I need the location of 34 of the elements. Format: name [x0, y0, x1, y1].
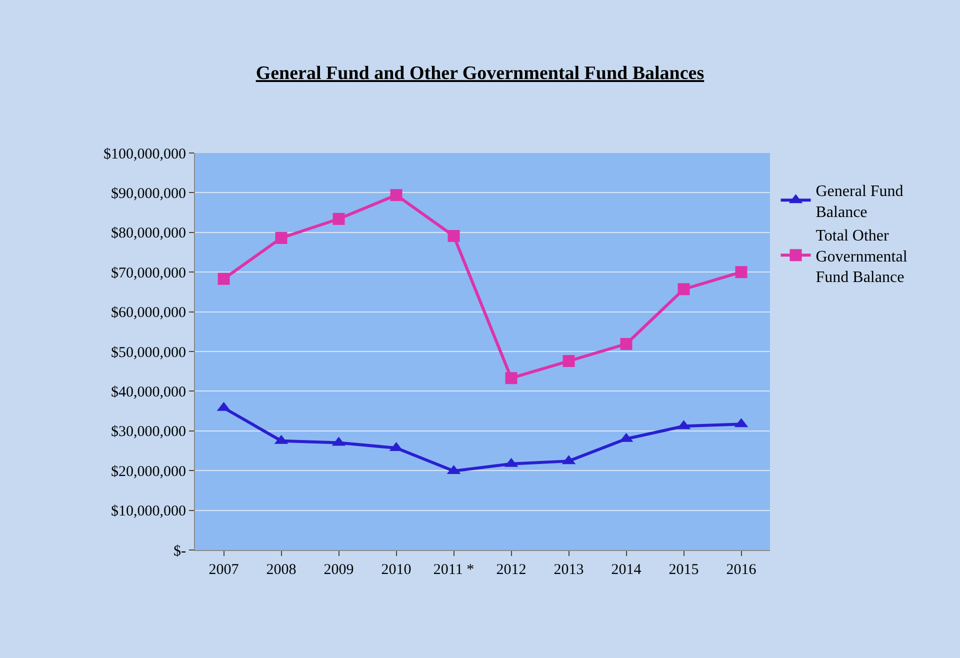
point — [562, 355, 575, 368]
y-tick-label: $90,000,000 — [111, 186, 186, 202]
y-tick-label: $80,000,000 — [111, 226, 186, 242]
point — [678, 283, 690, 296]
x-tick-label: 2013 — [554, 562, 584, 578]
y-tick-label: $100,000,000 — [104, 146, 186, 162]
legend-label: Total Other Governmental Fund Balance — [816, 228, 908, 286]
point — [218, 272, 230, 285]
y-tick-label: $10,000,000 — [111, 504, 186, 520]
y-tick-label: $50,000,000 — [111, 344, 186, 361]
point — [505, 372, 518, 384]
x-tick-label: 2014 — [611, 562, 642, 578]
point — [390, 189, 402, 202]
point — [735, 266, 748, 278]
point — [332, 212, 345, 225]
point — [620, 338, 632, 350]
y-tick-label: $- — [174, 543, 186, 560]
legend-label: General Fund Balance — [816, 182, 904, 221]
point — [448, 230, 460, 242]
x-tick-label: 2011 * — [433, 562, 474, 578]
x-tick-label: 2012 — [496, 562, 526, 578]
x-tick-label: 2016 — [726, 562, 757, 578]
y-tick-label: $30,000,000 — [111, 424, 186, 440]
x-tick-label: 2015 — [668, 562, 699, 578]
x-tick-label: 2008 — [266, 562, 296, 578]
y-tick-label: $60,000,000 — [111, 305, 186, 322]
chart-title: General Fund and Other Governmental Fund Balances — [256, 63, 704, 84]
point — [275, 232, 288, 244]
x-tick-label: 2009 — [324, 562, 354, 578]
y-tick-label: $20,000,000 — [111, 464, 186, 480]
x-tick-label: 2010 — [381, 562, 412, 578]
y-tick-label: $70,000,000 — [111, 265, 186, 282]
x-tick-label: 2007 — [208, 562, 240, 578]
y-tick-label: $40,000,000 — [111, 384, 186, 400]
